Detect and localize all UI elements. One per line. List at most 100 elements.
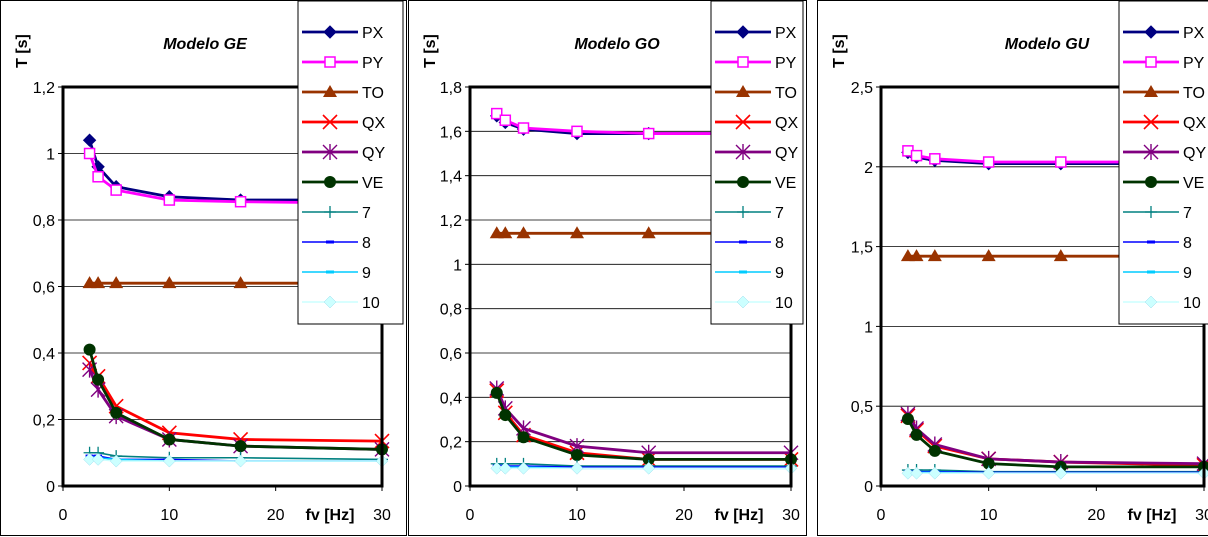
data-point [233,276,248,289]
y-tick-label: 2,5 [851,80,873,97]
legend-entry-PX: PX [1123,25,1205,42]
legend-entry-8: 8 [302,235,371,252]
series-PY [902,145,1208,168]
data-point [928,444,941,457]
series-PY [491,107,797,140]
data-point [982,457,995,470]
x-axis-label: fv [Hz] [1128,507,1177,524]
legend-label: QX [362,115,385,132]
legend-entry-8: 8 [1123,235,1192,252]
data-point [517,461,530,475]
data-point [163,433,176,446]
legend-label: PX [775,25,797,42]
x-tick-label: 10 [568,507,586,524]
x-tick-label: 0 [466,507,475,524]
legend-marker [326,240,334,244]
legend-label: 7 [362,205,371,222]
y-tick-label: 0 [453,479,462,496]
y-tick-label: 0,6 [33,280,55,297]
series-VE [901,412,1208,473]
legend-marker [736,25,750,39]
data-point [901,466,915,480]
legend-label: 7 [775,205,784,222]
y-tick-label: 1,2 [440,213,462,230]
legend-marker [322,144,338,160]
legend-box [297,1,404,325]
legend-label: 10 [775,295,793,312]
legend-marker [1144,85,1158,97]
legend-marker [1145,56,1157,68]
y-tick-label: 0,2 [440,435,462,452]
legend-label: TO [775,85,797,102]
legend-box [710,1,804,325]
legend-label: 7 [1183,205,1192,222]
legend-entry-QY: QY [715,144,798,162]
legend-marker [1144,25,1158,39]
legend-marker [1145,206,1157,218]
data-point [910,466,923,480]
data-point [498,461,512,475]
legend-label: QY [1183,145,1206,162]
y-tick-label: 0,4 [33,346,55,363]
series-QY [900,406,1208,472]
y-tick-label: 1,8 [440,80,462,97]
legend-label: PX [1183,25,1205,42]
y-tick-label: 1 [46,147,55,164]
data-point [928,466,942,480]
legend-marker [323,25,337,39]
series-line-QX [495,390,791,461]
data-point [110,406,123,419]
x-tick-label: 0 [877,507,886,524]
legend-marker [324,56,336,68]
data-point [162,276,177,289]
legend-entry-8: 8 [715,235,784,252]
data-point [82,133,97,147]
legend-label: 10 [362,295,380,312]
legend-marker [739,270,747,274]
data-point [490,386,503,399]
legend-box [1118,1,1208,325]
data-point [517,122,530,134]
x-tick-label: 20 [675,507,693,524]
data-point [498,226,513,239]
legend-entry-9: 9 [1123,265,1192,282]
y-tick-label: 1,6 [440,124,462,141]
data-point [162,454,176,468]
data-point [909,249,924,262]
data-point [499,114,512,126]
data-point [571,448,583,461]
y-tick-label: 1,2 [33,80,55,97]
legend-entry-PX: PX [302,25,384,42]
data-point [927,249,942,262]
legend-marker [1147,240,1155,244]
data-point [234,195,247,208]
data-point [92,171,104,183]
legend-entry-QX: QX [715,114,798,132]
data-point [641,226,656,239]
legend-label: PY [1183,55,1205,72]
data-point [83,147,96,160]
data-point [910,149,923,162]
data-point [490,461,504,475]
data-point [910,428,923,441]
data-point [109,276,124,289]
y-tick-label: 1,5 [851,240,873,257]
series-VE [490,386,797,466]
legend-entry-7: 7 [715,205,784,222]
legend-marker [739,240,747,244]
series-line-QY [495,387,791,455]
data-point [83,343,96,356]
y-tick-label: 0,4 [440,390,462,407]
series-line-7 [89,451,383,461]
series-line-VE [906,418,1204,469]
data-point [901,412,914,425]
series-VE [83,343,388,456]
series-10 [901,466,1208,480]
data-point [91,276,106,289]
y-tick-label: 0,8 [33,213,55,230]
legend-marker [737,176,749,188]
legend-marker [1143,144,1159,160]
data-point [499,409,512,422]
chart-title: Modelo GO [574,36,660,53]
legend-marker [1145,176,1157,188]
